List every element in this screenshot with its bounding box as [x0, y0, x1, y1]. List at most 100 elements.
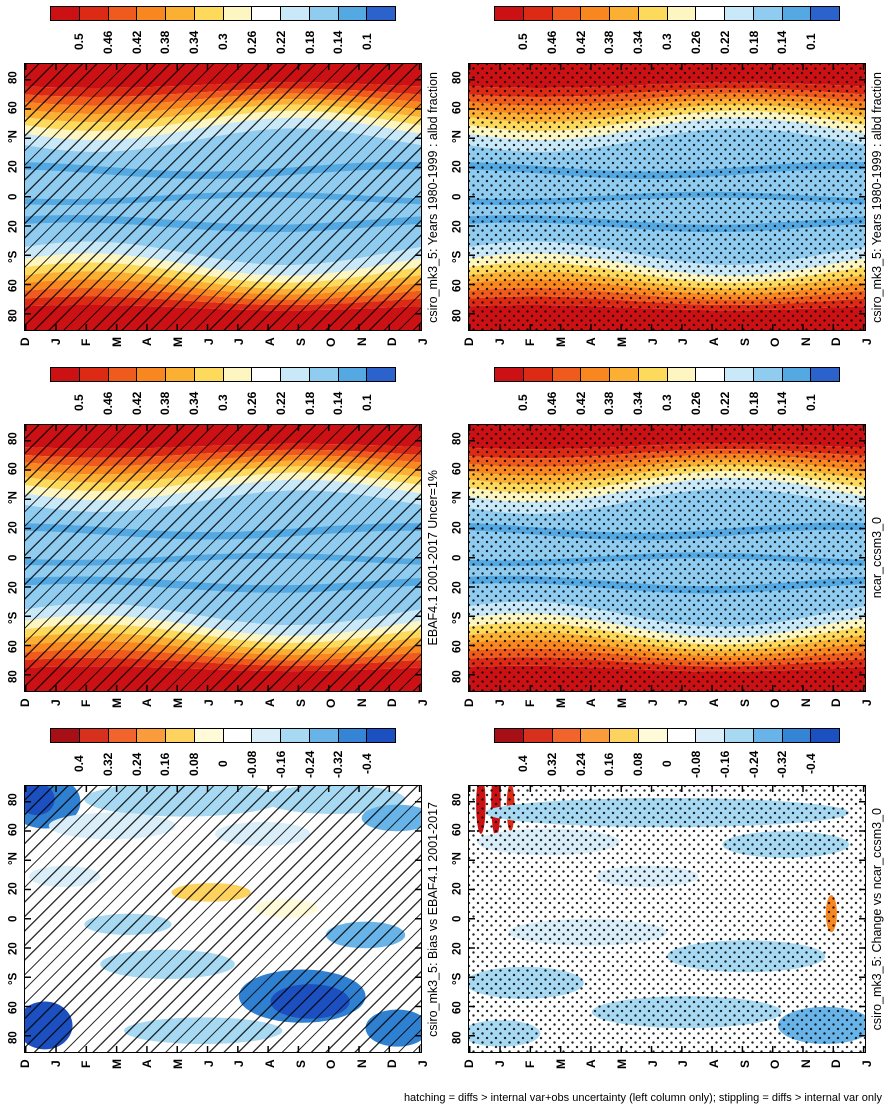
lat-tick-label: 80	[451, 793, 464, 807]
lat-tick-label: 80	[451, 432, 464, 446]
colorbar-segment	[666, 729, 696, 742]
colorbar-segment	[308, 368, 338, 381]
colorbar-segment	[251, 729, 280, 742]
month-tick-label: J	[48, 1060, 63, 1068]
colorbar-segment	[136, 729, 165, 742]
colorbar-area	[468, 6, 866, 21]
month-tick-label: A	[584, 698, 599, 708]
colorbar-labels-row: 0.5 0.46 0.42 0.38 0.34 0.3 0.26 0.22 0.18 0.14 0.…	[448, 382, 888, 424]
colorbar-area	[468, 728, 866, 743]
month-tick-label: S	[737, 1060, 752, 1069]
panel-title-text: ncar_ccsm3_0	[870, 517, 884, 599]
colorbar-p4	[494, 367, 840, 382]
colorbar-segment	[522, 7, 552, 20]
colorbar-segment	[308, 729, 338, 742]
colorbar-segment	[695, 368, 724, 381]
colorbar-tick-label: 0.32	[544, 752, 559, 776]
lat-tick-label: 60	[451, 462, 464, 476]
colorbar-row	[448, 6, 888, 21]
colorbar-segment	[495, 368, 523, 381]
month-tick-label: J	[492, 338, 507, 346]
lat-axis: 80 60 °N 20 0 20 °S 60 80	[448, 785, 468, 1053]
colorbar-tick-labels: 0.4 0.32 0.24 0.16 0.08 0 -0.08 -0.16 -0.24 -0.32…	[50, 743, 396, 785]
colorbar-segment	[637, 7, 667, 20]
colorbar-segment	[781, 368, 811, 381]
month-tick-label: A	[584, 1059, 599, 1069]
colorbar-tick-label: -0.16	[273, 750, 288, 778]
lat-tick-label: 20	[7, 521, 20, 535]
lat-tick-label: °N	[7, 491, 20, 505]
colorbar-tick-label: 0.42	[573, 30, 588, 54]
stippling-overlay	[469, 64, 865, 330]
colorbar-tick-label: 0.4	[71, 755, 86, 773]
colorbar-tick-label: -0.08	[688, 750, 703, 778]
colorbar-labels-row: 0.5 0.46 0.42 0.38 0.34 0.3 0.26 0.22 0.18 0.14 0.…	[4, 382, 444, 424]
colorbar-tick-label: 0.18	[746, 30, 761, 54]
colorbar-segment	[781, 7, 811, 20]
colorbar-tick-label: 0.46	[544, 391, 559, 415]
month-tick-label: A	[584, 337, 599, 347]
colorbar-segment	[280, 368, 309, 381]
lat-tick-label: °N	[7, 130, 20, 144]
month-tick-label: S	[293, 699, 308, 708]
panel-title-text: csiro_mk3_5: Years 1980-1999 : albd frac…	[870, 71, 884, 323]
stippling-overlay	[469, 425, 865, 691]
colorbar-segment	[781, 729, 811, 742]
month-tick-label: N	[354, 1059, 369, 1069]
colorbar-segment	[695, 7, 724, 20]
lat-tick-label: 60	[451, 1001, 464, 1015]
lat-tick-label: 80	[451, 1031, 464, 1045]
colorbar-tick-label: 0.46	[100, 391, 115, 415]
month-tick-label: A	[262, 1059, 277, 1069]
lat-tick-label: 20	[451, 882, 464, 896]
colorbar-segment	[366, 368, 395, 381]
colorbar-segment	[580, 368, 609, 381]
colorbar-segment	[165, 368, 194, 381]
colorbar-segment	[580, 7, 609, 20]
month-tick-label: O	[324, 1059, 339, 1069]
colorbar-tick-label: 0.3	[216, 394, 230, 412]
colorbar-segment	[308, 7, 338, 20]
colorbar-segment	[580, 729, 609, 742]
heatmap-panel-p6	[468, 785, 866, 1053]
colorbar-tick-label: 0.4	[515, 755, 530, 773]
month-tick-label: A	[706, 698, 721, 708]
colorbar-segment	[193, 729, 223, 742]
hatching-overlay	[25, 64, 421, 330]
month-tick-label: J	[676, 338, 691, 346]
colorbar-area	[24, 367, 422, 382]
panel-block-p1: 0.5 0.46 0.42 0.38 0.34 0.3 0.26 0.22 0.18 0.14 0.…	[4, 6, 444, 353]
lat-tick-label: 20	[7, 160, 20, 174]
colorbar-segment	[136, 368, 165, 381]
colorbar-segment	[724, 368, 753, 381]
colorbar-tick-label: 0.26	[688, 30, 703, 54]
month-tick-label: J	[48, 338, 63, 346]
lat-tick-label: 80	[7, 1031, 20, 1045]
panel-block-p5: 0.4 0.32 0.24 0.16 0.08 0 -0.08 -0.16 -0.24 -0.32…	[4, 728, 444, 1075]
month-tick-label: J	[201, 1060, 216, 1068]
colorbar-segment	[522, 729, 552, 742]
colorbar-tick-labels: 0.5 0.46 0.42 0.38 0.34 0.3 0.26 0.22 0.18 0.14 0.…	[50, 382, 396, 424]
month-tick-label: F	[523, 338, 538, 346]
month-tick-label: D	[18, 1059, 32, 1069]
lat-tick-label: 60	[451, 279, 464, 293]
lat-tick-label: °N	[451, 852, 464, 866]
colorbar-tick-label: 0.38	[602, 30, 617, 54]
month-tick-label: M	[553, 337, 568, 347]
colorbar-row	[4, 6, 444, 21]
month-tick-label: A	[262, 698, 277, 708]
colorbar-tick-label: 0.34	[631, 391, 646, 415]
colorbar-tick-label: 0.22	[273, 30, 288, 54]
heatmap-panel-p1	[24, 63, 422, 331]
month-tick-label: A	[262, 337, 277, 347]
colorbar-segment	[165, 729, 194, 742]
colorbar-labels-row: 0.4 0.32 0.24 0.16 0.08 0 -0.08 -0.16 -0.24 -0.32…	[4, 743, 444, 785]
colorbar-tick-label: 0.34	[187, 391, 202, 415]
colorbar-segment	[752, 368, 782, 381]
colorbar-segment	[280, 729, 309, 742]
